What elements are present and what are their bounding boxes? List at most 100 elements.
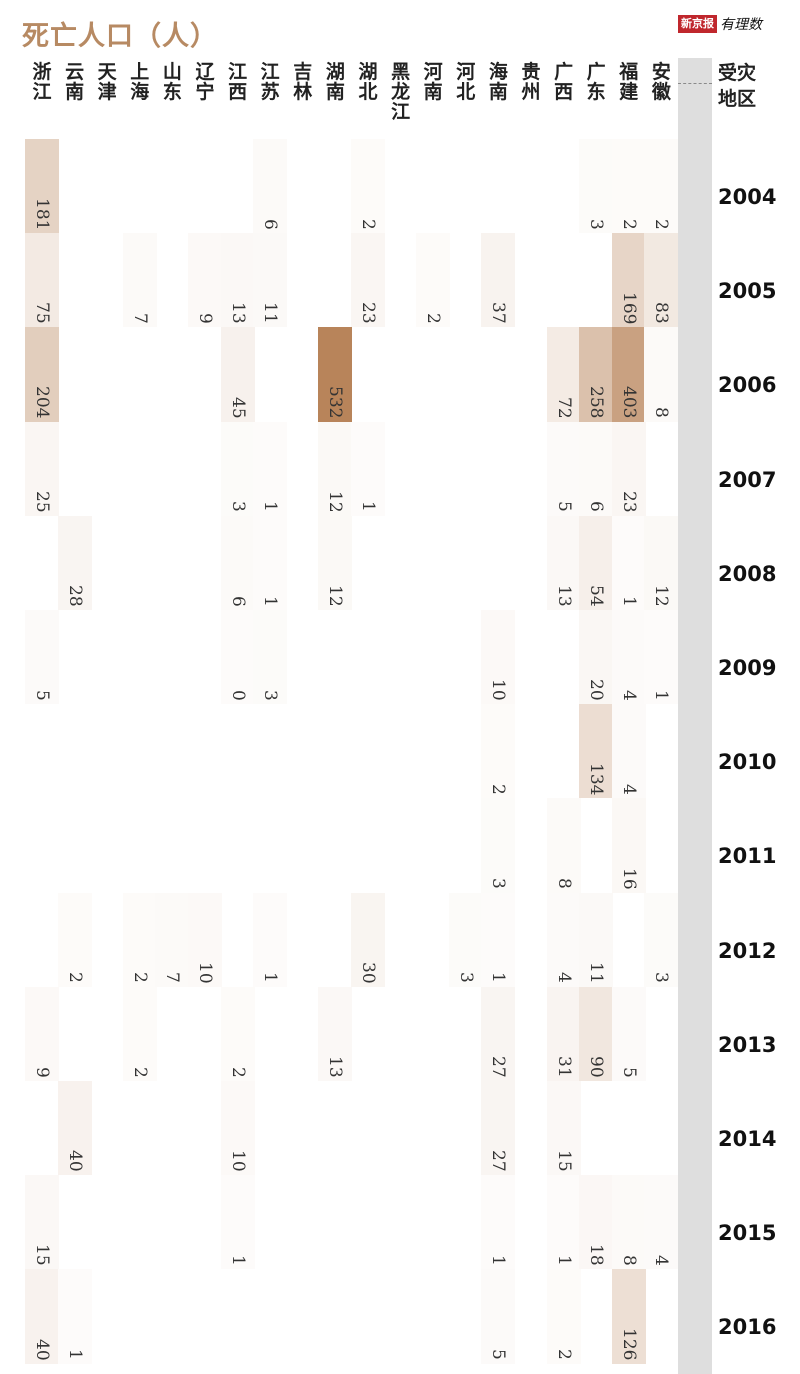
heatmap-cell [57, 1081, 92, 1176]
heatmap-cell [318, 327, 353, 422]
heatmap-cell [481, 704, 516, 799]
province-label: 广东 [586, 61, 606, 103]
axis-header: 受灾 地区 [718, 60, 778, 112]
heatmap-cell [253, 610, 288, 705]
heatmap-cell [644, 515, 679, 610]
heatmap-cell [611, 327, 646, 422]
province-label: 辽宁 [195, 61, 215, 103]
heatmap-cell [481, 233, 516, 328]
cell-value-label: 3 [455, 972, 476, 984]
heatmap-cell [351, 421, 385, 516]
cell-value-label: 2 [64, 972, 85, 984]
province-label: 海南 [488, 61, 508, 103]
year-label: 2007 [718, 467, 777, 492]
cell-value-label: 5 [488, 1349, 509, 1360]
heatmap-cell [220, 610, 255, 705]
cell-value-label: 13 [553, 585, 574, 607]
province-label: 贵州 [521, 61, 541, 103]
heatmap-cell [25, 421, 59, 516]
cell-value-label: 134 [586, 762, 607, 796]
heatmap-cell [25, 1175, 59, 1270]
cell-value-label: 2 [553, 1349, 574, 1360]
heatmap-cell [122, 233, 157, 328]
heatmap-cell [253, 139, 288, 234]
year-label: 2015 [718, 1221, 777, 1246]
heatmap-cell [611, 515, 646, 610]
cell-value-label: 10 [195, 961, 215, 984]
heatmap-cell [644, 327, 679, 422]
heatmap-cell [611, 798, 646, 893]
cell-value-label: 15 [553, 1150, 574, 1172]
heatmap-cell [155, 892, 190, 987]
cell-value-label: 7 [162, 972, 183, 984]
heatmap-cell [579, 421, 614, 516]
heatmap-cell [546, 1269, 581, 1364]
province-label: 湖北 [358, 61, 378, 103]
cell-value-label: 3 [227, 501, 248, 513]
cell-value-label: 1 [260, 595, 281, 607]
heatmap-cell [416, 233, 451, 328]
heatmap-cell [220, 1081, 255, 1176]
heatmap-cell [644, 139, 679, 234]
cell-value-label: 2 [227, 1066, 248, 1078]
cell-value-label: 1 [618, 595, 639, 607]
cell-value-label: 403 [618, 386, 639, 419]
cell-value-label: 72 [553, 396, 574, 419]
heatmap-cell [253, 421, 288, 516]
province-label: 上海 [130, 61, 150, 103]
cell-value-label: 27 [488, 1056, 509, 1078]
cell-value-label: 1 [260, 972, 281, 984]
cell-value-label: 2 [129, 972, 150, 984]
cell-value-label: 5 [618, 1066, 639, 1078]
year-label: 2005 [718, 279, 777, 304]
heatmap-cell [253, 515, 288, 610]
cell-value-label: 23 [618, 490, 639, 513]
heatmap-cell [318, 421, 353, 516]
province-label: 云南 [65, 61, 85, 103]
heatmap-cell [611, 986, 646, 1081]
heatmap-cell [448, 892, 483, 987]
year-label: 2004 [718, 185, 777, 209]
heatmap-cell [318, 986, 353, 1081]
cell-value-label: 1 [260, 501, 281, 513]
province-label: 安徽 [651, 61, 671, 103]
heatmap-cell [220, 233, 255, 328]
heatmap-cell [220, 986, 255, 1081]
cell-value-label: 3 [488, 878, 509, 889]
heatmap-cell [481, 798, 516, 893]
cell-value-label: 18 [586, 1244, 607, 1267]
year-label: 2006 [718, 373, 777, 398]
cell-value-label: 90 [586, 1056, 607, 1078]
cell-value-label: 2 [423, 312, 444, 324]
cell-value-label: 11 [586, 961, 607, 984]
province-label: 河北 [456, 61, 476, 103]
cell-value-label: 5 [553, 501, 574, 513]
cell-value-label: 31 [553, 1056, 574, 1078]
heatmap-cell [481, 1269, 516, 1364]
heatmap-cell [481, 610, 516, 705]
heatmap-cell [25, 1269, 59, 1364]
heatmap-cell [25, 233, 59, 328]
heatmap-cell [644, 233, 679, 328]
cell-value-label: 40 [32, 1338, 52, 1361]
cell-value-label: 7 [129, 312, 150, 324]
cell-value-label: 2 [358, 218, 378, 230]
cell-value-label: 1 [358, 501, 378, 513]
heatmap-cell [546, 327, 581, 422]
cell-value-label: 37 [488, 302, 509, 325]
cell-value-label: 6 [586, 501, 607, 513]
heatmap-cell [546, 1081, 581, 1176]
chart-title: 死亡人口（人） [22, 21, 218, 52]
cell-value-label: 6 [227, 595, 248, 607]
cell-value-label: 1 [651, 689, 672, 701]
heatmap-cell [25, 327, 59, 422]
heatmap-cell [546, 515, 581, 610]
year-axis-bar [678, 58, 712, 1374]
cell-value-label: 4 [553, 972, 574, 984]
axis-header-line-1: 受灾 [718, 62, 757, 84]
cell-value-label: 10 [227, 1150, 248, 1172]
heatmap-cell [188, 892, 222, 987]
cell-value-label: 532 [325, 386, 346, 419]
cell-value-label: 45 [227, 396, 248, 419]
